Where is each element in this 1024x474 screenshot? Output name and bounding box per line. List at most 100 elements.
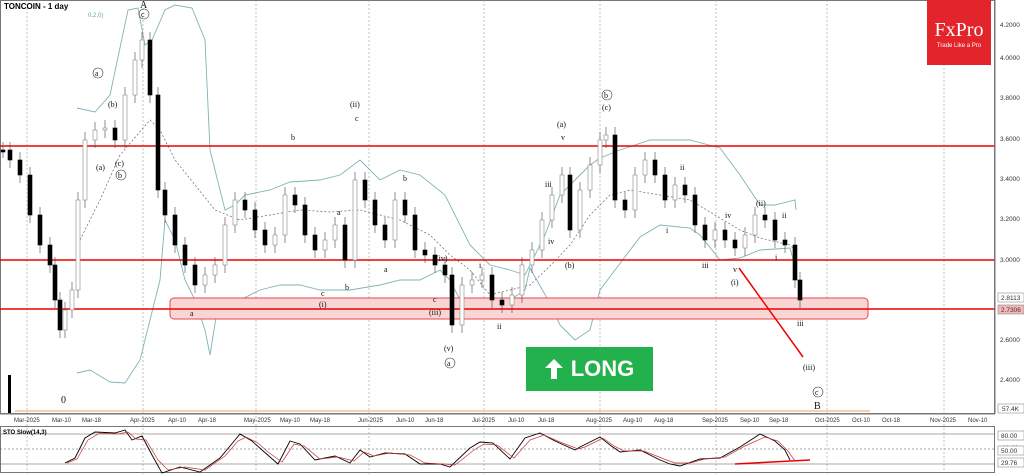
brand-tagline: Trade Like a Pro — [936, 43, 982, 49]
svg-text:Mar-18: Mar-18 — [82, 418, 102, 424]
svg-text:b: b — [403, 174, 407, 183]
svg-text:(ii): (ii) — [756, 199, 766, 208]
svg-text:ii: ii — [497, 322, 502, 331]
volume-bar — [8, 375, 11, 413]
svg-text:50.00: 50.00 — [1001, 448, 1018, 455]
svg-text:(b): (b) — [565, 261, 575, 270]
svg-text:Nov-10: Nov-10 — [968, 418, 988, 424]
chart-title: TONCOIN - 1 day — [4, 2, 69, 11]
svg-text:i: i — [666, 226, 669, 235]
svg-text:b: b — [291, 133, 295, 142]
svg-text:Nov-2025: Nov-2025 — [930, 418, 957, 424]
svg-text:0: 0 — [61, 395, 66, 406]
svg-text:iii: iii — [797, 319, 804, 328]
bollinger-middle — [79, 119, 796, 296]
svg-text:(v): (v) — [444, 344, 454, 353]
svg-text:Sep-18: Sep-18 — [769, 418, 789, 424]
fxpro-logo: FxPro Trade Like a Pro — [927, 0, 991, 65]
indicator-label: STO Slow(14,3) — [3, 430, 47, 436]
svg-text:b: b — [345, 283, 349, 292]
arrow-up-icon — [544, 359, 563, 379]
svg-text:May-18: May-18 — [310, 418, 331, 424]
svg-text:c: c — [433, 295, 437, 304]
svg-text:Sep-2025: Sep-2025 — [702, 418, 729, 424]
candlesticks — [0, 32, 803, 338]
svg-text:c: c — [321, 289, 325, 298]
svg-text:(i): (i) — [731, 278, 739, 287]
resistance-levels — [0, 145, 995, 358]
svg-text:a: a — [384, 265, 388, 274]
svg-text:57.4K: 57.4K — [1002, 406, 1020, 413]
svg-text:c: c — [815, 388, 819, 397]
svg-text:Jun-18: Jun-18 — [425, 418, 444, 424]
svg-text:A: A — [140, 0, 148, 11]
svg-text:Aug-2025: Aug-2025 — [586, 418, 613, 424]
svg-text:iii: iii — [702, 261, 709, 270]
svg-text:B: B — [814, 401, 821, 412]
svg-text:Oct-18: Oct-18 — [882, 418, 901, 424]
svg-text:(a): (a) — [557, 120, 566, 129]
svg-text:ii: ii — [782, 211, 787, 220]
svg-text:(i): (i) — [319, 300, 327, 309]
bollinger-bands — [76, 4, 797, 384]
trendline — [738, 267, 804, 358]
svg-text:Jul-10: Jul-10 — [508, 418, 525, 424]
svg-text:29.76: 29.76 — [1001, 460, 1018, 467]
svg-text:c: c — [141, 10, 145, 19]
svg-text:4.2000: 4.2000 — [1000, 22, 1020, 29]
stochastic-oscillator — [0, 429, 995, 474]
svg-text:Jul-18: Jul-18 — [538, 418, 555, 424]
svg-text:Mar-10: Mar-10 — [52, 418, 72, 424]
svg-text:a: a — [447, 359, 451, 368]
svg-text:4.0000: 4.0000 — [1000, 55, 1020, 62]
svg-text:Apr-2025: Apr-2025 — [130, 418, 155, 424]
svg-text:2.4000: 2.4000 — [1000, 377, 1020, 384]
svg-text:c: c — [355, 114, 359, 123]
svg-text:2.6000: 2.6000 — [1000, 337, 1020, 344]
svg-text:(b): (b) — [108, 100, 118, 109]
svg-text:i: i — [479, 261, 482, 270]
long-signal-badge: LONG — [526, 347, 653, 391]
svg-text:2.7306: 2.7306 — [1001, 307, 1021, 314]
svg-text:3.2000: 3.2000 — [1000, 216, 1020, 223]
svg-text:Apr-18: Apr-18 — [198, 418, 217, 424]
svg-text:2.8113: 2.8113 — [1001, 295, 1021, 302]
svg-text:Jul-2025: Jul-2025 — [472, 418, 496, 424]
svg-text:(c): (c) — [115, 159, 124, 168]
price-axis: 4.2000 4.0000 3.8000 3.6000 3.4000 3.2000 3.… — [994, 0, 1024, 468]
svg-text:Oct-10: Oct-10 — [852, 418, 871, 424]
svg-text:b: b — [118, 171, 122, 180]
svg-text:3.6000: 3.6000 — [1000, 136, 1020, 143]
svg-text:v: v — [733, 265, 737, 274]
svg-text:80.00: 80.00 — [1001, 433, 1018, 440]
svg-text:a: a — [95, 69, 99, 78]
svg-text:(c): (c) — [602, 103, 611, 112]
svg-text:(iii): (iii) — [429, 308, 441, 317]
svg-text:(a): (a) — [96, 163, 105, 172]
brand-name: FxPro — [934, 19, 984, 41]
svg-text:May-10: May-10 — [280, 418, 301, 424]
time-axis: Mar-2025 Mar-10 Mar-18 Apr-2025 Apr-10 Apr-1… — [0, 413, 995, 424]
svg-text:Apr-10: Apr-10 — [168, 418, 187, 424]
svg-text:iii: iii — [545, 180, 552, 189]
svg-text:Oct-2025: Oct-2025 — [815, 418, 840, 424]
svg-text:b: b — [604, 91, 608, 100]
svg-text:May-2025: May-2025 — [244, 418, 271, 424]
svg-text:3.4000: 3.4000 — [1000, 176, 1020, 183]
svg-text:Aug-18: Aug-18 — [654, 418, 674, 424]
svg-text:a: a — [337, 208, 341, 217]
bb-settings-label: 0,2,0) — [88, 13, 104, 19]
svg-text:Sep-10: Sep-10 — [740, 418, 760, 424]
svg-text:3.8000: 3.8000 — [1000, 95, 1020, 102]
svg-text:v: v — [561, 133, 565, 142]
signal-label: LONG — [570, 356, 635, 381]
svg-text:(iv): (iv) — [436, 254, 448, 263]
divergence-line — [734, 459, 811, 465]
svg-text:ii: ii — [680, 163, 685, 172]
svg-text:(ii): (ii) — [350, 100, 360, 109]
svg-text:i: i — [775, 253, 778, 262]
svg-text:Aug-10: Aug-10 — [623, 418, 643, 424]
svg-text:iv: iv — [548, 237, 554, 246]
svg-text:Mar-2025: Mar-2025 — [14, 418, 40, 424]
